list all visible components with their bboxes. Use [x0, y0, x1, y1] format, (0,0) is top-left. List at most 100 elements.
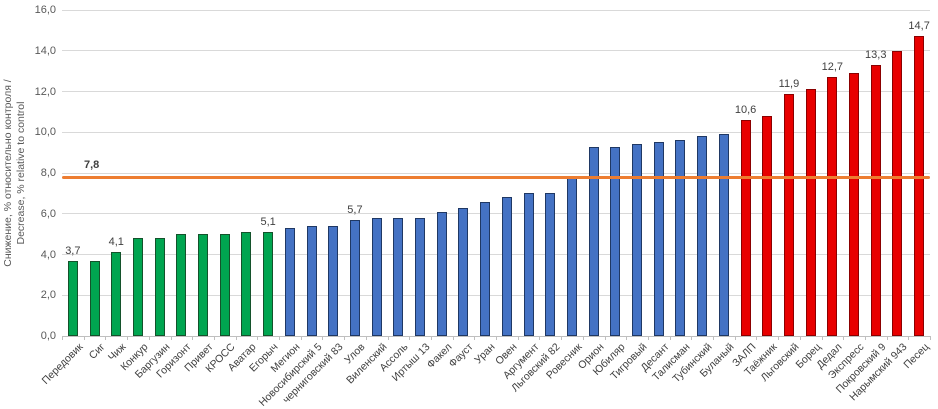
- x-axis-tickmark: [148, 336, 150, 340]
- y-tick-label: 14,0: [34, 44, 56, 57]
- bar: [610, 146, 621, 336]
- x-axis-tickmark: [756, 336, 758, 340]
- x-axis-tickmark: [691, 336, 693, 340]
- bar: [501, 197, 512, 336]
- x-axis-tickmark: [821, 336, 823, 340]
- bar: [588, 146, 599, 336]
- gridline: [62, 172, 930, 174]
- x-axis-tickmark: [799, 336, 801, 340]
- y-tick-label: 0,0: [40, 330, 56, 342]
- x-axis-tickmark: [604, 336, 606, 340]
- x-category-label: Передовик: [39, 341, 86, 387]
- gridline: [62, 131, 930, 133]
- y-tick-label: 6,0: [40, 207, 56, 220]
- bar-value-label: 5,1: [260, 216, 276, 229]
- x-axis-tickmark: [908, 336, 910, 340]
- bar: [697, 136, 708, 336]
- bar: [67, 260, 78, 336]
- x-axis-tickmark: [517, 336, 519, 340]
- x-axis-tickmark: [864, 336, 866, 340]
- x-axis-tickmark: [387, 336, 389, 340]
- y-tick-label: 16,0: [34, 4, 56, 16]
- x-axis-tickmark: [452, 336, 454, 340]
- x-axis-tickmark: [257, 336, 259, 340]
- bar: [783, 93, 794, 336]
- x-axis-tickmark: [734, 336, 736, 340]
- bar: [219, 234, 230, 336]
- x-axis-tickmark: [626, 336, 628, 340]
- x-axis-tickmark: [300, 336, 302, 340]
- y-tick-label: 8,0: [40, 167, 56, 179]
- x-axis-tickmark: [930, 336, 931, 340]
- bar: [545, 193, 556, 336]
- bar: [371, 217, 382, 336]
- x-category-label: Фауст: [446, 341, 476, 370]
- x-axis-tickmark: [213, 336, 215, 340]
- bar: [328, 225, 339, 336]
- bar: [458, 207, 469, 336]
- bar-value-label: 10,6: [734, 104, 757, 117]
- bar: [349, 219, 360, 336]
- bar: [415, 217, 426, 336]
- bar-value-label: 12,7: [821, 61, 844, 74]
- bar: [849, 73, 860, 336]
- gridline: [62, 213, 930, 215]
- x-axis-tickmark: [235, 336, 237, 340]
- x-axis-tickmark: [669, 336, 671, 340]
- x-axis-tickmark: [365, 336, 367, 340]
- x-axis-tickmark: [582, 336, 584, 340]
- x-axis-tickmark: [713, 336, 714, 340]
- bar: [566, 177, 577, 336]
- bar: [89, 260, 100, 336]
- x-axis-tickmark: [105, 336, 107, 340]
- x-axis-tickmark: [322, 336, 324, 340]
- bar: [198, 234, 209, 336]
- x-axis-tickmark: [279, 336, 280, 340]
- bar-value-label: 5,7: [347, 203, 363, 216]
- gridline: [62, 254, 930, 255]
- bar-value-label: 11,9: [778, 77, 800, 90]
- x-category-label: Сиг: [86, 341, 108, 362]
- x-axis-tickmark: [170, 336, 172, 340]
- x-axis-tickmark: [344, 336, 346, 340]
- bar: [718, 134, 729, 336]
- bar: [176, 234, 187, 336]
- y-tick-label: 2,0: [40, 289, 56, 302]
- x-axis-tickmark: [778, 336, 780, 340]
- x-axis-tickmark: [127, 336, 129, 340]
- bar: [914, 36, 925, 336]
- gridline: [62, 294, 930, 296]
- bar: [632, 144, 643, 336]
- bar: [263, 232, 274, 336]
- x-axis-tickmark: [192, 336, 194, 340]
- bar: [653, 142, 664, 336]
- bar-value-label: 13,3: [865, 49, 887, 61]
- bar: [762, 115, 773, 336]
- bar: [284, 228, 295, 336]
- gridline: [62, 91, 930, 92]
- y-tick-label: 4,0: [40, 248, 56, 261]
- bar: [675, 140, 686, 336]
- x-axis-tickmark: [886, 336, 888, 340]
- reference-line: [62, 175, 930, 179]
- bar: [111, 252, 122, 336]
- bar-value-label: 3,7: [65, 244, 81, 257]
- x-axis-tickmark: [62, 336, 63, 340]
- bar: [306, 225, 317, 336]
- bar-value-label: 4,1: [108, 236, 124, 249]
- bar: [480, 201, 491, 336]
- gridline: [62, 9, 930, 11]
- x-axis-tickmark: [843, 336, 845, 340]
- reference-line-label: 7,8: [84, 159, 100, 172]
- x-axis-tickmark: [430, 336, 432, 340]
- bar: [154, 238, 165, 336]
- y-tick-label: 10,0: [34, 126, 56, 139]
- x-axis-tickmark: [474, 336, 476, 340]
- bar: [132, 238, 143, 336]
- bar: [892, 50, 903, 336]
- bar: [436, 211, 447, 336]
- bar: [740, 120, 751, 336]
- bar-value-label: 14,7: [908, 20, 930, 33]
